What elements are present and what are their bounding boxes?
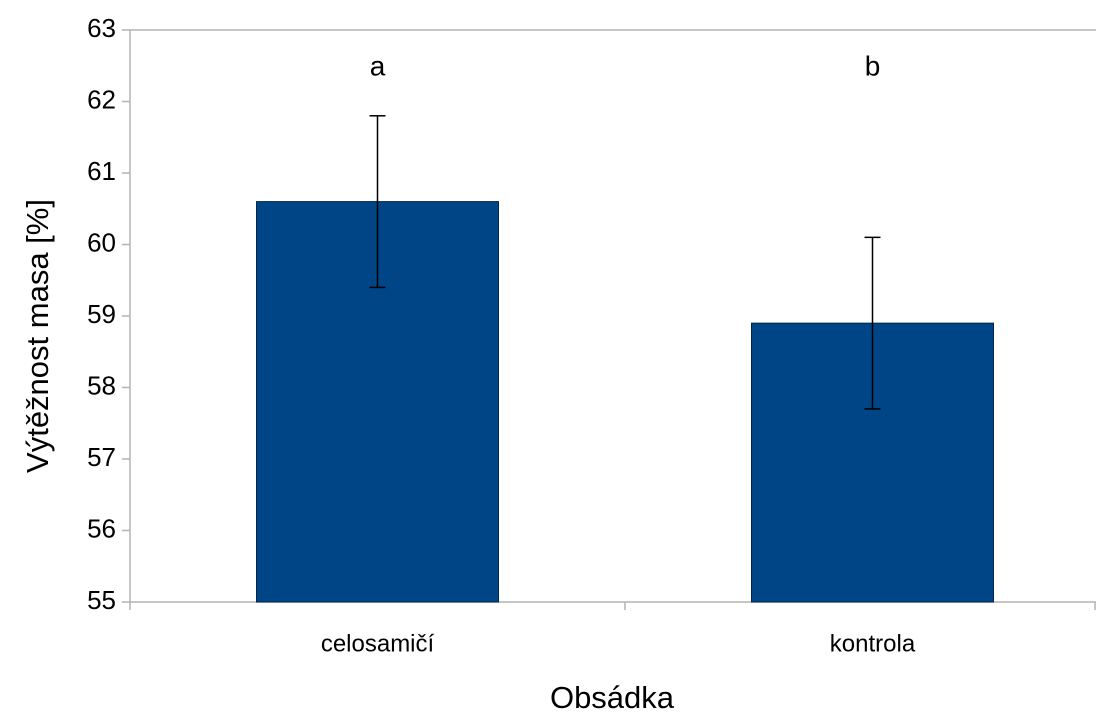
error-bar [864,236,881,410]
y-tick-label: 63 [87,13,116,43]
y-axis-title: Výtěžnost masa [%] [20,199,55,473]
y-tick-label: 56 [87,513,116,543]
y-tick-label: 59 [87,299,116,329]
y-tick-label: 62 [87,84,116,114]
x-tick-label: celosamičí [321,630,435,657]
x-tick-label: kontrola [830,630,916,657]
y-tick-label: 61 [87,156,116,186]
annotation: a [370,50,386,81]
y-tick-label: 60 [87,227,116,257]
y-tick-label: 58 [87,370,116,400]
y-tick-label: 55 [87,585,116,615]
annotation: b [865,50,881,81]
y-tick-label: 57 [87,442,116,472]
x-axis-title: Obsádka [550,680,675,715]
error-bar [369,115,386,289]
